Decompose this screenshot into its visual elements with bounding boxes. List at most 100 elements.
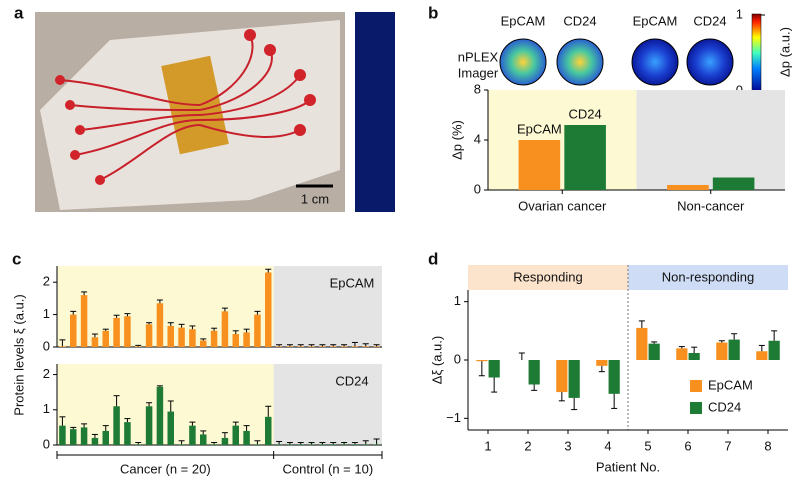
bar xyxy=(340,444,348,445)
y-axis-label: Protein levels ξ (a.u.) xyxy=(11,294,26,415)
heatmap-label: EpCAM xyxy=(501,13,546,28)
x-tick-label: 7 xyxy=(724,438,731,453)
bar xyxy=(556,360,568,393)
bar xyxy=(135,444,142,445)
y-tick-label: 1 xyxy=(43,401,50,416)
bar xyxy=(716,342,728,360)
scale-bar-label: 1 cm xyxy=(301,191,329,206)
bar xyxy=(102,330,109,347)
y-tick-label: 4 xyxy=(474,131,481,146)
bar xyxy=(476,360,488,362)
bar xyxy=(113,317,120,347)
y-tick-label: 0 xyxy=(454,351,461,366)
bar xyxy=(362,346,369,347)
bar xyxy=(124,316,131,347)
bar xyxy=(243,332,250,347)
bar xyxy=(608,360,620,394)
bar xyxy=(200,434,207,445)
bar xyxy=(145,406,153,445)
bar xyxy=(319,444,326,445)
bar xyxy=(210,444,218,445)
heatmap-label: EpCAM xyxy=(633,13,678,28)
heatmaps xyxy=(499,38,734,86)
y-tick-label: 0 xyxy=(43,436,50,451)
header-label: Responding xyxy=(513,269,582,284)
bar xyxy=(275,346,283,347)
bar xyxy=(373,444,380,445)
colorbar-tick-label: 0 xyxy=(736,82,743,97)
bar xyxy=(200,340,207,347)
y-tick-label: −1 xyxy=(446,410,461,425)
bar xyxy=(373,346,380,347)
bar xyxy=(667,185,709,190)
x-tick-label: 8 xyxy=(764,438,771,453)
y-tick-label: 0 xyxy=(43,338,50,353)
legend-label: EpCAM xyxy=(708,377,753,392)
bar xyxy=(319,346,326,347)
bar xyxy=(518,140,561,190)
bar xyxy=(189,425,196,445)
bar xyxy=(145,324,153,347)
bar xyxy=(167,325,174,347)
panel-label: d xyxy=(428,249,438,268)
series-label: CD24 xyxy=(335,373,368,388)
bar xyxy=(91,437,99,445)
panel-label: c xyxy=(12,249,21,268)
bar xyxy=(232,425,239,445)
bar xyxy=(351,346,359,347)
bar xyxy=(286,444,294,445)
x-tick-label: Non-cancer xyxy=(677,198,745,213)
region xyxy=(488,90,637,190)
y-tick-label: 8 xyxy=(474,81,481,96)
bar xyxy=(728,339,740,360)
x-tick-label: 2 xyxy=(524,438,531,453)
bar xyxy=(676,348,688,360)
bar xyxy=(564,125,606,190)
bar xyxy=(648,343,660,360)
colorbar xyxy=(751,13,762,93)
heatmap-label: CD24 xyxy=(693,13,726,28)
y-tick-label: 2 xyxy=(43,274,50,289)
bar xyxy=(210,330,218,347)
bar xyxy=(178,444,185,445)
photo xyxy=(35,12,395,212)
x-tick-label: 3 xyxy=(564,438,571,453)
panel-label: a xyxy=(14,3,24,22)
bar xyxy=(297,346,304,347)
bar xyxy=(265,416,272,445)
bar xyxy=(91,337,99,347)
header-band xyxy=(628,265,788,290)
bar xyxy=(712,177,755,190)
group-label: Control (n = 10) xyxy=(282,461,373,476)
bar xyxy=(330,346,337,347)
series-label: CD24 xyxy=(568,106,601,121)
colorbar-label: Δp (a.u.) xyxy=(777,27,792,77)
legend-swatch xyxy=(690,380,702,392)
bar xyxy=(102,430,109,445)
bar xyxy=(275,444,283,445)
x-tick-label: 6 xyxy=(684,438,691,453)
imager-label: Imager xyxy=(458,65,499,80)
series-label: EpCAM xyxy=(517,121,562,136)
region xyxy=(57,364,274,445)
bar xyxy=(178,327,185,347)
bar xyxy=(254,314,261,347)
bar xyxy=(70,429,77,445)
bar xyxy=(362,444,369,445)
bar xyxy=(568,360,580,398)
bar xyxy=(135,346,142,347)
region xyxy=(636,90,785,190)
legend-swatch xyxy=(690,402,702,414)
bar xyxy=(308,444,315,445)
bar xyxy=(232,334,239,347)
heatmap-label: CD24 xyxy=(563,13,596,28)
bar xyxy=(124,422,131,445)
bar xyxy=(688,353,700,360)
bar xyxy=(308,346,315,347)
bar xyxy=(80,295,88,347)
region xyxy=(57,266,274,347)
y-tick-label: 1 xyxy=(454,293,461,308)
group-label: Cancer (n = 20) xyxy=(120,461,211,476)
legend-label: CD24 xyxy=(708,399,741,414)
